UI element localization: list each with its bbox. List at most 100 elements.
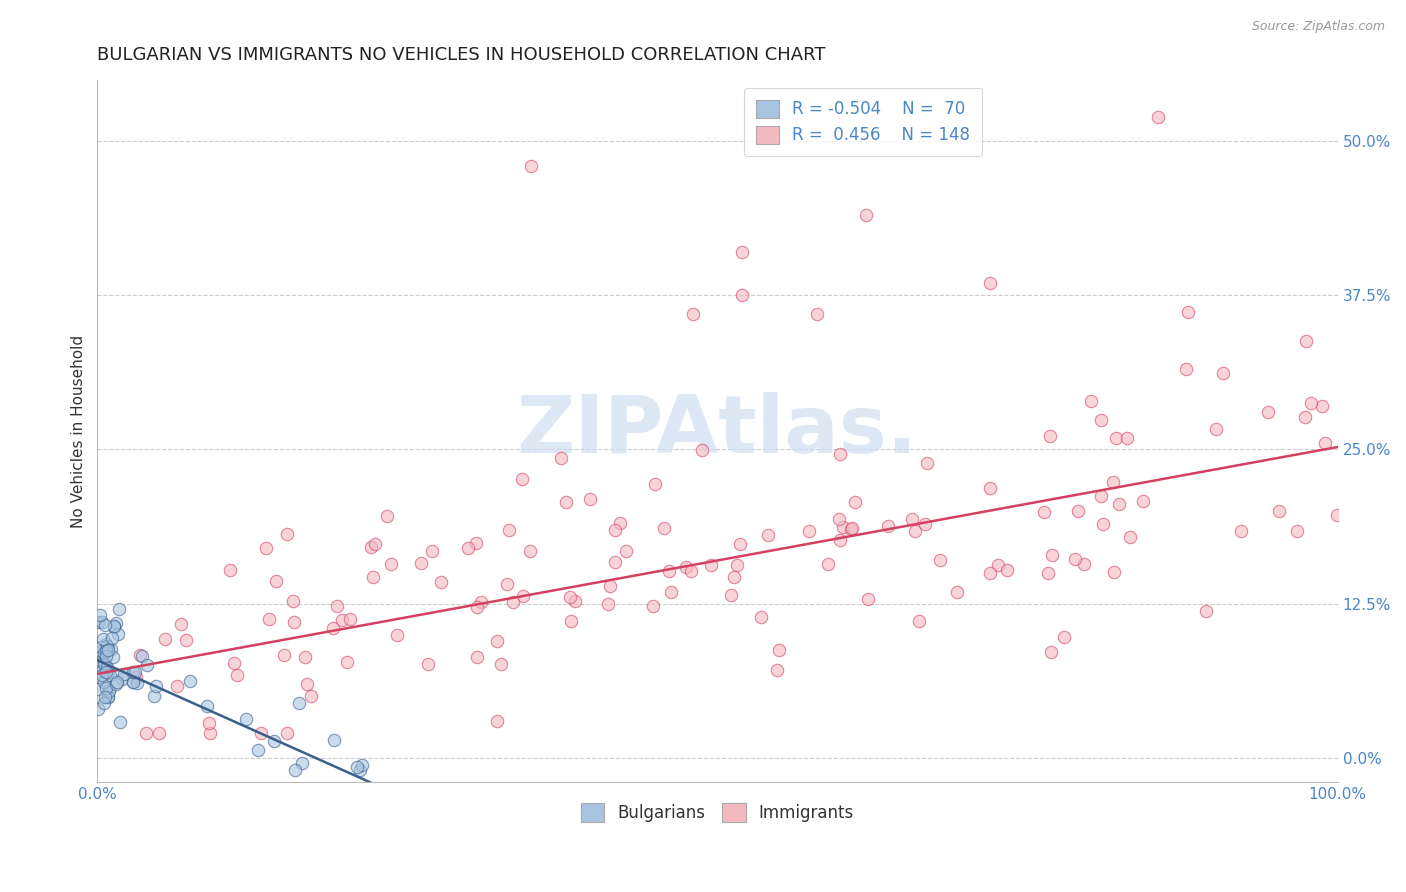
Point (1090, 489, 1112, 503)
Point (605, 524, 627, 538)
Point (131, 648, 153, 663)
Point (429, 574, 451, 589)
Point (465, 649, 488, 664)
Point (1090, 413, 1112, 427)
Point (110, 672, 132, 686)
Point (148, 726, 170, 740)
Point (380, 558, 402, 572)
Point (264, 574, 287, 588)
Point (136, 658, 159, 673)
Point (346, 760, 368, 774)
Point (94, 660, 117, 674)
Point (1040, 549, 1063, 563)
Point (94, 690, 117, 705)
Point (797, 524, 820, 538)
Point (599, 579, 621, 593)
Point (97, 666, 120, 681)
Point (498, 524, 520, 538)
Point (96, 681, 118, 695)
Point (489, 657, 512, 672)
Point (908, 615, 931, 629)
Point (1268, 504, 1291, 518)
Point (249, 726, 271, 740)
Point (97, 682, 120, 697)
Point (283, 615, 305, 629)
Point (1053, 630, 1076, 644)
Point (1229, 524, 1251, 538)
Point (841, 521, 863, 535)
Point (339, 612, 361, 626)
Point (699, 558, 721, 573)
Point (979, 566, 1001, 581)
Point (731, 245, 754, 260)
Point (103, 649, 125, 664)
Point (101, 632, 124, 646)
Point (1285, 524, 1308, 538)
Point (97, 643, 120, 657)
Point (1105, 431, 1128, 445)
Point (502, 595, 524, 609)
Point (756, 528, 779, 542)
Point (98, 668, 121, 682)
Legend: Bulgarians, Immigrants: Bulgarians, Immigrants (569, 792, 866, 834)
Point (91, 668, 114, 682)
Point (658, 564, 681, 578)
Point (283, 593, 305, 607)
Point (90, 646, 112, 660)
Point (728, 537, 751, 551)
Point (1146, 110, 1168, 124)
Point (1257, 404, 1279, 418)
Point (995, 564, 1018, 578)
Point (108, 715, 131, 730)
Point (364, 537, 387, 551)
Point (1310, 399, 1333, 413)
Point (1299, 396, 1322, 410)
Point (276, 726, 298, 740)
Point (1064, 552, 1087, 566)
Point (361, 569, 384, 583)
Point (90, 640, 112, 654)
Point (299, 690, 322, 704)
Point (93, 696, 115, 710)
Point (257, 612, 280, 626)
Point (844, 495, 866, 509)
Point (987, 558, 1010, 573)
Point (121, 665, 143, 679)
Point (284, 763, 307, 777)
Point (97, 690, 120, 705)
Point (166, 679, 188, 693)
Point (485, 714, 508, 729)
Point (94, 665, 117, 679)
Point (1067, 504, 1090, 518)
Point (749, 610, 772, 624)
Point (643, 599, 665, 613)
Point (87, 615, 110, 629)
Point (273, 648, 295, 662)
Point (247, 743, 270, 757)
Point (723, 570, 745, 584)
Point (89, 670, 111, 684)
Point (143, 689, 166, 703)
Point (87, 702, 110, 716)
Point (731, 288, 754, 302)
Point (1032, 505, 1054, 519)
Point (725, 558, 748, 573)
Point (855, 208, 877, 222)
Point (291, 756, 314, 771)
Point (93, 657, 115, 671)
Point (198, 726, 221, 740)
Point (519, 544, 541, 558)
Point (416, 657, 439, 671)
Point (915, 456, 938, 470)
Point (91, 664, 114, 678)
Point (100, 641, 122, 656)
Point (294, 649, 316, 664)
Point (127, 676, 149, 690)
Point (817, 557, 839, 571)
Point (661, 584, 683, 599)
Point (96, 659, 118, 673)
Point (806, 307, 828, 321)
Point (1295, 334, 1317, 349)
Point (114, 667, 136, 681)
Point (235, 712, 257, 726)
